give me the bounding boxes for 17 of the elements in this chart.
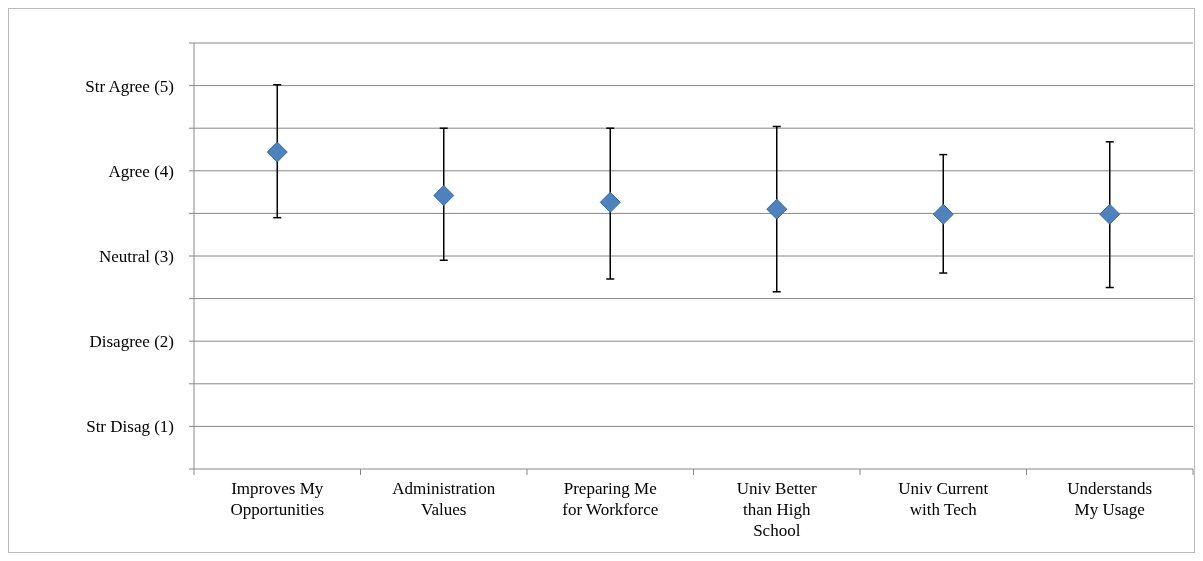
x-tick-label: Univ Current with Tech bbox=[898, 479, 989, 519]
point bbox=[932, 203, 954, 225]
x-tick-label: Improves My Opportunities bbox=[230, 479, 324, 519]
point bbox=[266, 141, 288, 163]
y-tick-label: Neutral (3) bbox=[98, 246, 174, 266]
point bbox=[766, 198, 788, 220]
x-tick-label: Understands My Usage bbox=[1067, 479, 1153, 519]
point bbox=[1099, 203, 1121, 225]
y-tick-label: Str Disag (1) bbox=[86, 417, 174, 437]
x-tick-label: Administration Values bbox=[392, 479, 496, 519]
y-tick-label: Disagree (2) bbox=[89, 332, 174, 352]
x-tick-label: Preparing Me for Workforce bbox=[562, 479, 659, 519]
y-tick-label: Str Agree (5) bbox=[85, 76, 174, 96]
x-tick-label: Univ Better than High School bbox=[736, 479, 817, 540]
point bbox=[599, 191, 621, 213]
point bbox=[433, 185, 455, 207]
y-tick-label: Agree (4) bbox=[108, 161, 174, 181]
